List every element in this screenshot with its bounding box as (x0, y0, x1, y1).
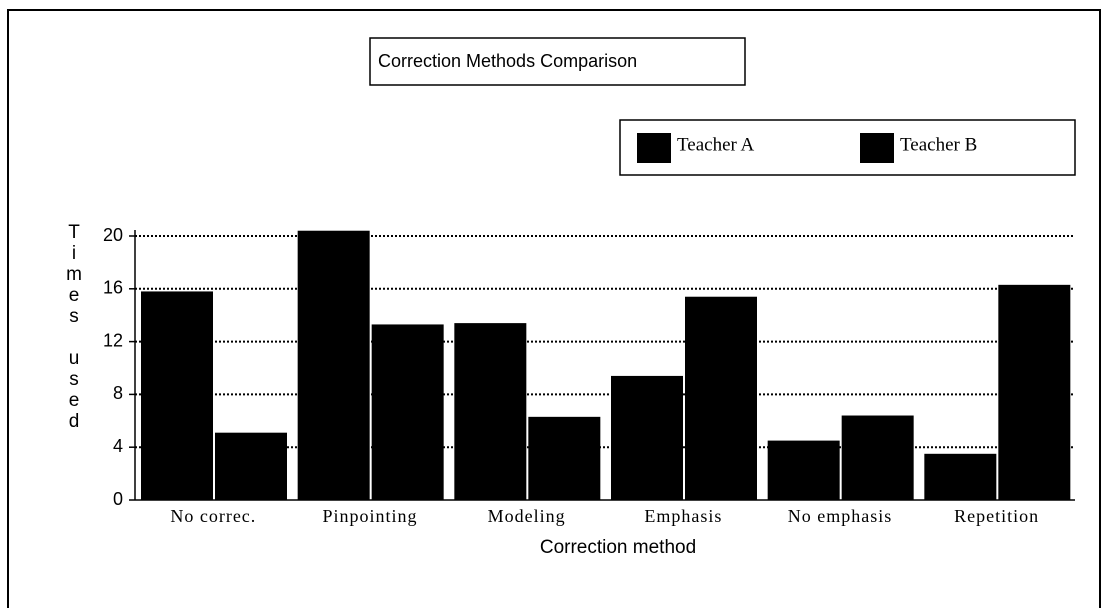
bar (528, 416, 601, 500)
bar (454, 323, 527, 500)
bar (611, 375, 683, 500)
y-tick-label: 16 (103, 278, 123, 298)
bar (924, 453, 997, 500)
bar (215, 432, 287, 500)
x-tick-label: Emphasis (644, 506, 722, 526)
chart-title: Correction Methods Comparison (378, 51, 637, 71)
y-tick-label: 20 (103, 225, 123, 245)
x-tick-label: Repetition (954, 506, 1039, 526)
x-tick-label: Pinpointing (322, 506, 417, 526)
bar (141, 291, 213, 500)
legend-box (619, 119, 1076, 176)
legend-swatch (637, 133, 671, 163)
bar (685, 296, 757, 500)
bar (767, 440, 840, 500)
legend-label: Teacher A (677, 134, 755, 155)
y-tick-label: 12 (103, 330, 123, 350)
bar (297, 230, 370, 500)
bar (841, 415, 914, 500)
y-tick-label: 0 (113, 489, 123, 509)
x-tick-label: No correc. (170, 506, 256, 526)
x-axis-label: Correction method (540, 537, 696, 558)
bar (998, 284, 1071, 500)
x-tick-label: No emphasis (788, 506, 893, 526)
legend-label: Teacher B (900, 134, 977, 155)
y-axis-label: Times used (63, 222, 85, 432)
bar (371, 324, 444, 500)
y-tick-label: 8 (113, 383, 123, 403)
y-tick-label: 4 (113, 436, 123, 456)
legend-swatch (860, 133, 894, 163)
title-box (369, 37, 746, 86)
x-tick-label: Modeling (488, 506, 566, 526)
